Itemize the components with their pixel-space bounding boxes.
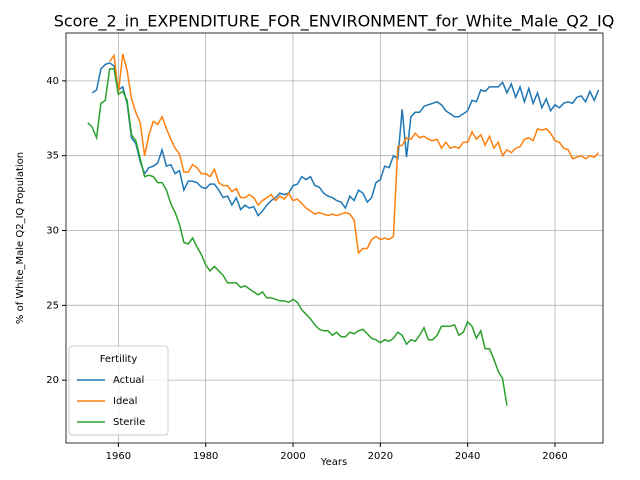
y-tick-label: 40 [46,76,59,87]
plot-frame [65,32,604,444]
legend-label: Sterile [113,417,145,428]
legend-label: Actual [113,375,144,386]
legend: Fertility Actual Ideal Sterile [68,345,169,436]
legend-label: Ideal [113,396,137,407]
x-tick-label: 1980 [193,451,218,462]
y-tick-label: 25 [46,300,59,311]
x-tick-label: 2060 [542,451,567,462]
legend-box [68,345,169,436]
data-line [87,68,508,406]
x-axis-label: Years [320,457,347,468]
x-tick-label: 2000 [280,451,305,462]
x-tick-label: 2020 [368,451,393,462]
x-tick-label: 1960 [106,451,131,462]
y-tick-label: 30 [46,226,59,237]
data-line [109,53,600,255]
data-line [91,62,600,217]
legend-title: Fertility [100,354,138,365]
y-tick-label: 20 [46,375,59,386]
chart-title: Score_2_in_EXPENDITURE_FOR_ENVIRONMENT_f… [54,12,615,32]
y-axis-label: % of White_Male Q2_IQ Population [15,152,26,324]
y-tick-label: 35 [46,151,59,162]
x-tick-label: 2040 [455,451,480,462]
